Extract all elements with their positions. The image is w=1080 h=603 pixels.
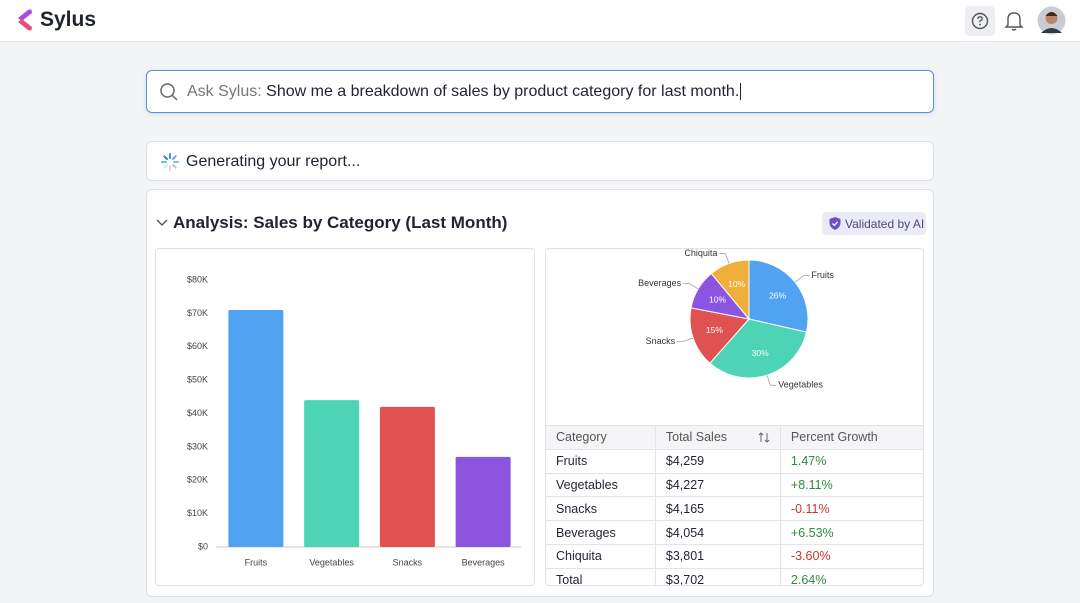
help-button[interactable] [965, 6, 995, 36]
slice-category: Snacks [646, 336, 676, 346]
status-bar: Generating your report... [146, 141, 934, 181]
table-cell: Chiquita [546, 543, 656, 569]
y-tick-label: $40K [187, 408, 208, 418]
slice-label: 10% [728, 279, 745, 289]
search-query: Show me a breakdown of sales by product … [266, 83, 740, 100]
y-tick-label: $0 [198, 541, 208, 551]
leader-line [766, 375, 777, 386]
table-cell: +8.11% [779, 472, 923, 497]
table-row: Fruits $4,259 1.47% [546, 448, 923, 474]
status-text: Generating your report... [186, 153, 361, 170]
bar [455, 456, 511, 547]
pie-slice [748, 259, 809, 333]
table-cell: Total [546, 567, 656, 585]
slice-category: Chiquita [684, 249, 717, 258]
table-row: Snacks $4,165 -0.11% [546, 496, 923, 521]
pie-chart-card: 26% Fruits 30% Vegetables 15% Snacks 10% Bevera… [545, 248, 924, 586]
caret: ​ [740, 83, 742, 100]
bar [304, 400, 360, 547]
table-cell: Fruits [546, 448, 656, 474]
slice-label: 26% [769, 290, 786, 300]
analysis-title: Analysis: Sales by Category (Last Month) [173, 213, 508, 232]
avatar[interactable] [1037, 6, 1066, 35]
slice-category: Fruits [811, 270, 834, 280]
slice-label: 10% [709, 295, 726, 305]
table-cell: $4,054 [654, 520, 781, 545]
y-tick-label: $60K [187, 341, 208, 351]
y-tick-label: $80K [187, 274, 208, 284]
x-tick-label: Beverages [462, 557, 506, 567]
table-cell: $4,227 [654, 472, 781, 497]
slice-category: Beverages [638, 278, 682, 288]
column-header: Percent Growth [779, 425, 923, 450]
y-tick-label: $50K [187, 375, 208, 385]
x-tick-label: Fruits [245, 557, 268, 567]
leader-line [794, 275, 810, 283]
pie-chart: 26% Fruits 30% Vegetables 15% Snacks 10% Bevera… [638, 249, 834, 390]
leader-line [719, 253, 730, 264]
y-tick-label: $20K [187, 475, 208, 485]
table-row: Beverages $4,054 +6.53% [546, 520, 923, 545]
table-cell: $4,165 [654, 496, 781, 521]
spinner [161, 153, 179, 171]
table-row: Total $3,702 2.64% [546, 567, 923, 585]
column-header: Category [546, 425, 656, 450]
pie-slice [710, 259, 750, 321]
sort-icon[interactable] [758, 432, 770, 444]
logo[interactable] [14, 8, 36, 32]
column-header: Total Sales [654, 425, 781, 450]
badge-text: Validated by AI [845, 217, 925, 231]
table-cell: Beverages [546, 520, 656, 545]
x-tick-label: Snacks [393, 557, 423, 567]
table-cell: Snacks [546, 496, 656, 521]
pie-slice [709, 318, 808, 379]
leader-line [683, 283, 699, 290]
table-cell: 2.64% [779, 567, 923, 585]
bar [228, 310, 284, 547]
validated-badge: Validated by AI [822, 212, 926, 235]
bar-chart-card: $0 $10K $20K $30K $40K $50K $60K $70K $80K Fruits… [155, 248, 535, 586]
y-tick-label: $70K [187, 308, 208, 318]
search-icon [160, 83, 178, 101]
bar-chart: $0 $10K $20K $30K $40K $50K $60K $70K $80K Fruits… [187, 274, 521, 567]
y-tick-label: $30K [187, 441, 208, 451]
table-cell: -3.60% [779, 543, 923, 569]
x-tick-label: Vegetables [309, 557, 354, 567]
slice-label: 15% [706, 325, 723, 335]
search-text: Ask Sylus: Show me a breakdown of sales … [187, 83, 742, 101]
top-bar: Sylus [0, 0, 1080, 42]
notifications-button[interactable] [1003, 9, 1025, 33]
collapse-chevron[interactable] [155, 217, 169, 229]
table-cell: $3,801 [654, 543, 781, 569]
table-cell: -0.11% [779, 496, 923, 521]
table-cell: Vegetables [546, 472, 656, 497]
table-cell: $3,702 [654, 567, 781, 585]
table-header: Category Total Sales Percent Growth [546, 425, 923, 450]
table-row: Vegetables $4,227 +8.11% [546, 472, 923, 497]
leader-line [677, 337, 694, 342]
slice-category: Vegetables [778, 380, 823, 390]
table-row: Chiquita $3,801 -3.60% [546, 543, 923, 569]
table-cell: $4,259 [654, 448, 781, 474]
search-prompt: Ask Sylus: [187, 83, 262, 100]
sales-table: Category Total Sales Percent Growth Fruits $… [546, 425, 923, 585]
slice-label: 30% [752, 348, 769, 358]
table-cell: +6.53% [779, 520, 923, 545]
table-cell: 1.47% [779, 448, 923, 474]
bar [379, 406, 435, 547]
brand[interactable]: Sylus [40, 8, 97, 31]
search-input[interactable]: Ask Sylus: Show me a breakdown of sales … [146, 70, 934, 113]
y-tick-label: $10K [187, 508, 208, 518]
